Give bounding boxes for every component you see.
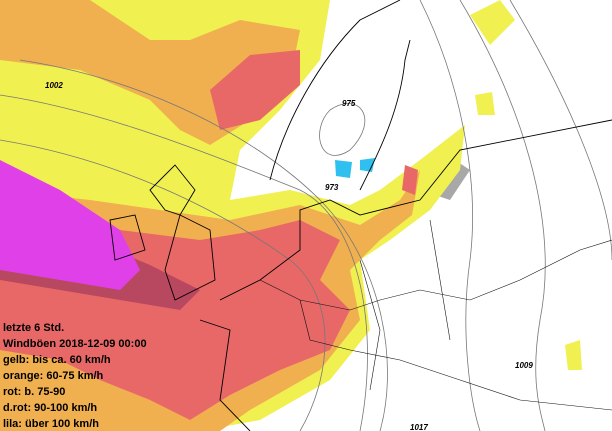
legend-line: d.rot: 90-100 km/h [3,402,97,414]
legend: letzte 6 Std. Windböen 2018-12-09 00:00 … [3,322,147,430]
isobar-label: 973 [325,183,339,192]
legend-line: Windböen 2018-12-09 00:00 [3,338,147,350]
isobar-label: 1002 [45,81,63,90]
legend-line: lila: über 100 km/h [3,418,99,430]
wind-purple [0,160,140,290]
legend-line: rot: b. 75-90 [3,386,65,398]
isobar-label: 1017 [410,423,428,431]
coastlines [109,0,612,431]
legend-line: letzte 6 Std. [3,322,64,334]
isobar-label: 1009 [515,361,533,370]
legend-line: gelb: bis ca. 60 km/h [3,354,111,366]
legend-line: orange: 60-75 km/h [3,370,104,382]
lakes [335,158,375,178]
isobar-label: 975 [342,99,356,108]
